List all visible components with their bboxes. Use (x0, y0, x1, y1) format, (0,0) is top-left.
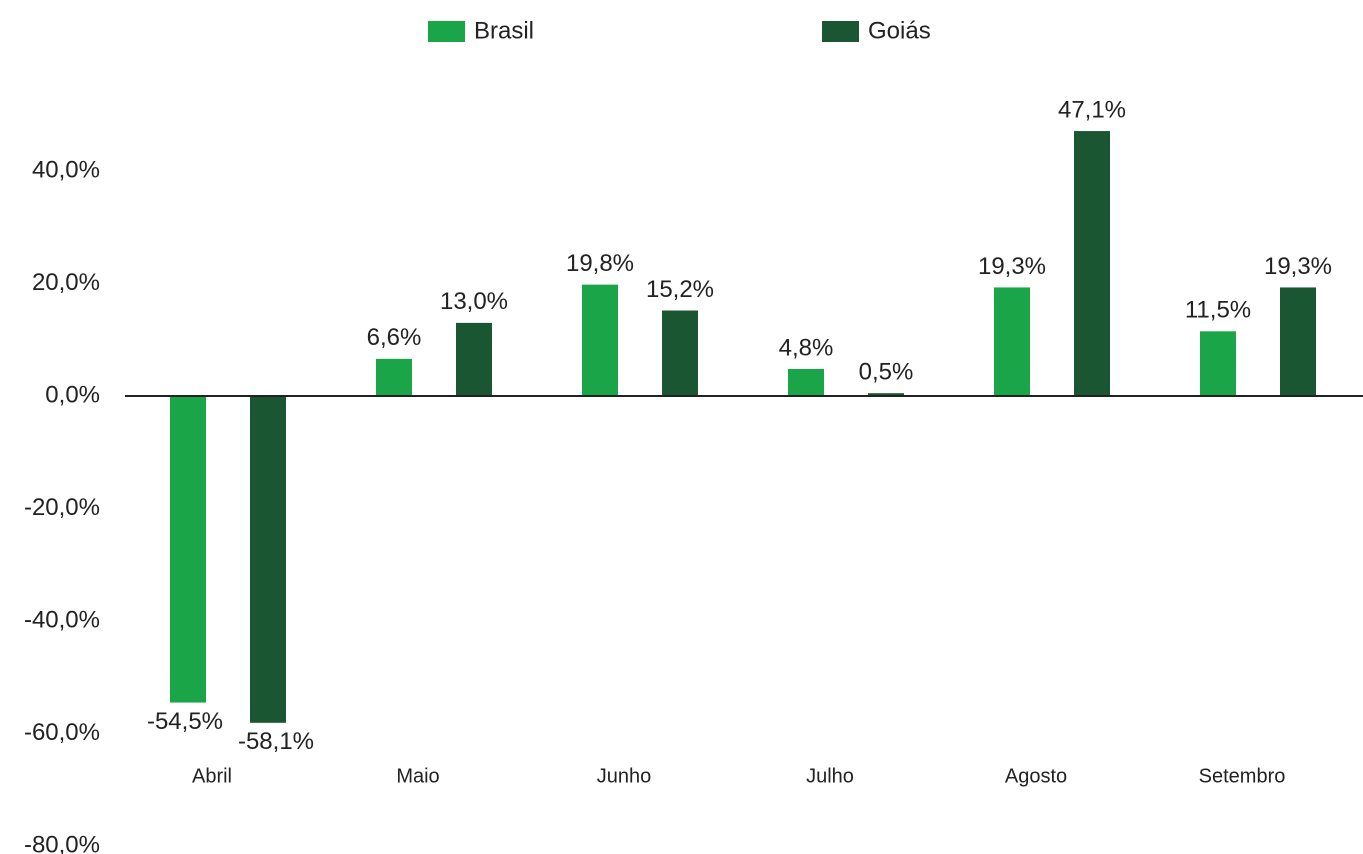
x-tick-label: Maio (396, 765, 439, 787)
y-tick-label: 20,0% (32, 269, 100, 296)
y-tick-label: -20,0% (24, 494, 100, 521)
legend-label: Brasil (474, 17, 534, 44)
bar (1074, 131, 1110, 396)
bar (582, 284, 618, 396)
value-label: 19,3% (978, 253, 1046, 280)
value-label: -54,5% (147, 708, 223, 735)
legend-swatch (822, 21, 859, 42)
value-label: 47,1% (1058, 96, 1126, 123)
bar (1200, 331, 1236, 396)
bar (1280, 287, 1316, 396)
bar (868, 393, 904, 396)
y-tick-label: 40,0% (32, 156, 100, 183)
bar (788, 369, 824, 396)
value-label: -58,1% (238, 728, 314, 755)
x-tick-label: Junho (597, 765, 652, 787)
bar (376, 358, 412, 396)
value-label: 11,5% (1185, 297, 1251, 324)
value-label: 4,8% (779, 334, 834, 361)
value-label: 13,0% (440, 288, 508, 315)
bar (170, 396, 206, 703)
bar (994, 287, 1030, 396)
bar (662, 310, 698, 396)
x-tick-label: Setembro (1199, 765, 1286, 787)
value-label: 6,6% (367, 324, 422, 351)
legend-label: Goiás (868, 17, 931, 44)
y-tick-label: -40,0% (24, 606, 100, 633)
y-tick-label: -60,0% (24, 719, 100, 746)
x-tick-label: Julho (806, 765, 854, 787)
value-label: 0,5% (859, 359, 914, 386)
y-tick-label: 0,0% (45, 381, 100, 408)
x-tick-label: Abril (192, 765, 232, 787)
bar (456, 322, 492, 396)
bar (250, 396, 286, 723)
value-label: 15,2% (646, 276, 714, 303)
value-label: 19,3% (1264, 253, 1332, 280)
legend-swatch (428, 21, 465, 42)
value-label: 19,8% (566, 250, 634, 277)
x-tick-label: Agosto (1005, 765, 1067, 787)
y-tick-label: -80,0% (24, 831, 100, 854)
